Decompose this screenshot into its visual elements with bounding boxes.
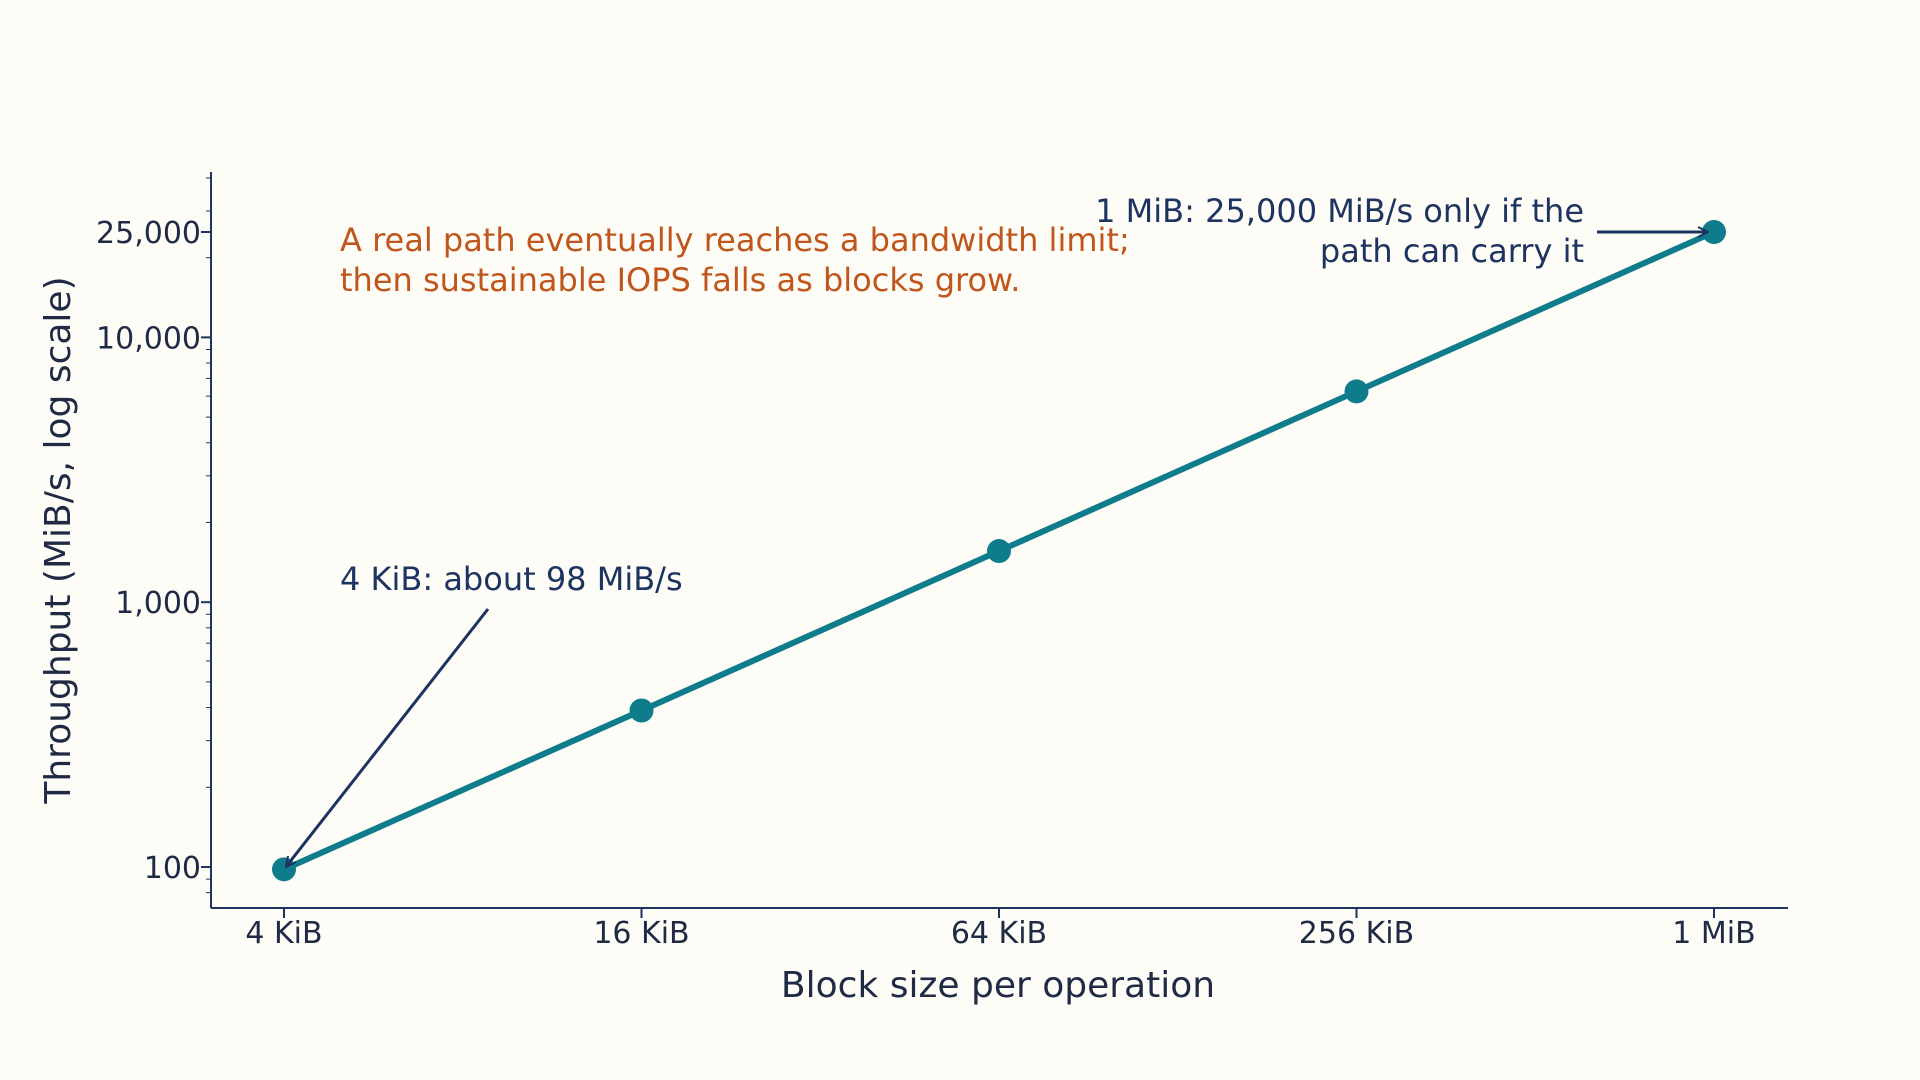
tick-labels: 100 1,000 10,000 25,000 4 KiB 16 KiB 64 KiB 256… [96, 216, 1756, 951]
highlight-note-line-1: A real path eventually reaches a bandwid… [340, 221, 1130, 259]
annotation-1mib-line: 1 MiB: 25,000 MiB/s only if the [1095, 192, 1584, 230]
annotation-1mib: 1 MiB: 25,000 MiB/s only if the path can … [1095, 192, 1584, 270]
data-point [629, 698, 654, 723]
y-tick-label: 10,000 [96, 321, 201, 356]
x-tick-label: 1 MiB [1672, 916, 1755, 951]
x-tick-label: 16 KiB [593, 916, 689, 951]
annotation-4kib: 4 KiB: about 98 MiB/s [340, 560, 683, 598]
y-tick-label: 100 [144, 851, 201, 886]
tick-marks [201, 177, 1715, 918]
y-tick-label: 1,000 [115, 586, 201, 621]
data-point [1702, 220, 1726, 244]
x-tick-label: 256 KiB [1299, 916, 1414, 951]
y-tick-label: 25,000 [96, 216, 201, 251]
data-point [987, 539, 1011, 564]
x-tick-label: 4 KiB [245, 916, 322, 951]
x-tick-label: 64 KiB [951, 916, 1047, 951]
data-point [1344, 379, 1369, 404]
annotations: A real path eventually reaches a bandwid… [286, 192, 1708, 867]
annotation-1mib-line: path can carry it [1320, 232, 1584, 270]
y-axis-title: Throughput (MiB/s, log scale) [38, 276, 79, 804]
annotation-4kib-arrow [286, 608, 490, 867]
annotation-4kib-line: 4 KiB: about 98 MiB/s [340, 560, 683, 598]
highlight-note: A real path eventually reaches a bandwid… [340, 221, 1140, 299]
series [272, 220, 1726, 882]
highlight-note-line-2: then sustainable IOPS falls as blocks gr… [340, 261, 1020, 299]
x-axis-title: Block size per operation [781, 965, 1215, 1006]
